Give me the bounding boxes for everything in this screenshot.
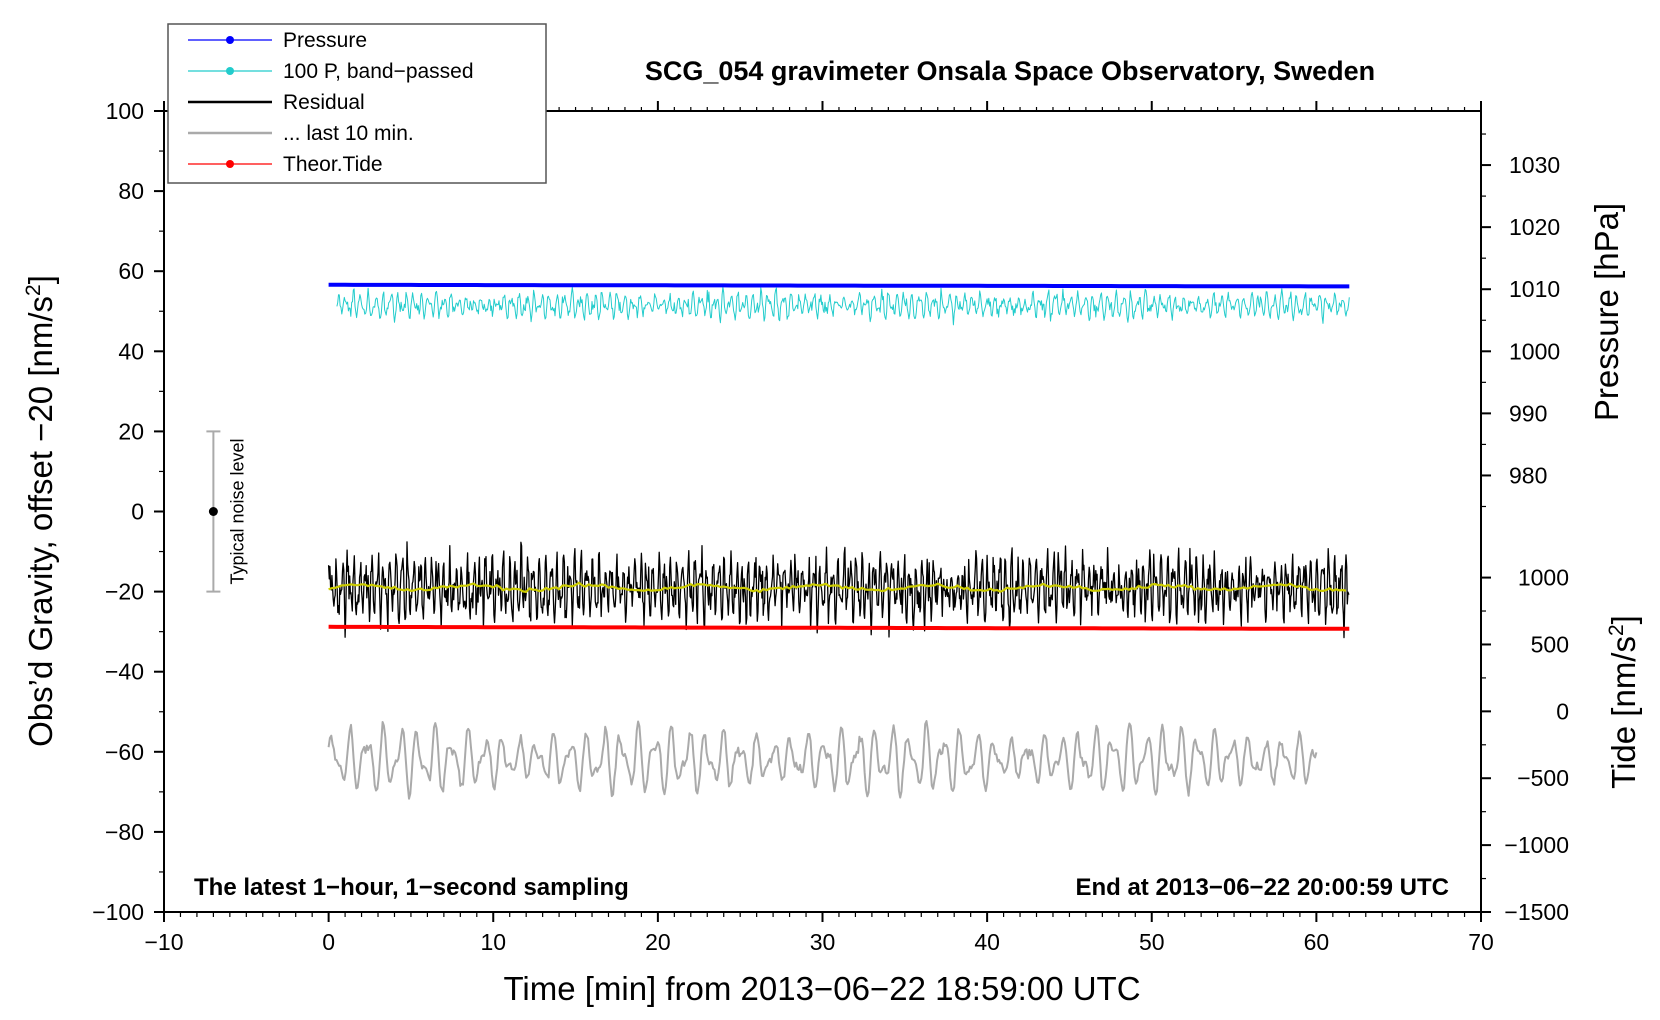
y-axis-label-left-sup: 2 — [22, 284, 45, 296]
pressure-tick-label: 1000 — [1509, 338, 1560, 364]
x-axis-label: Time [min] from 2013−06−22 18:59:00 UTC — [503, 970, 1140, 1007]
x-tick-label: 50 — [1139, 929, 1165, 955]
y-tick-label: −20 — [105, 579, 144, 605]
series-last-10-min — [327, 720, 1318, 800]
y-tick-label: 60 — [118, 258, 144, 284]
annotation-end-time: End at 2013−06−22 20:00:59 UTC — [1075, 874, 1449, 901]
pressure-tick-label: 980 — [1509, 462, 1547, 488]
y-axis-label-tide-close: ] — [1605, 615, 1642, 624]
pressure-tick-label: 1010 — [1509, 276, 1560, 302]
legend-label: 100 P, band−passed — [283, 60, 474, 83]
y-tick-label: 80 — [118, 178, 144, 204]
x-axis-ticks: −10 0 10 20 30 40 50 60 70 — [144, 101, 1494, 955]
x-tick-label: 30 — [810, 929, 836, 955]
y-axis-label-tide-main: Tide [nm/s — [1605, 636, 1642, 789]
tide-axis-ticks: −1500 −1000 −500 0 500 1000 — [1481, 565, 1569, 925]
legend-label: Theor.Tide — [283, 153, 383, 176]
noise-level-dot — [208, 507, 218, 516]
noise-level-label: Typical noise level — [227, 438, 247, 584]
legend-swatch-marker — [226, 67, 234, 75]
pressure-tick-label: 1020 — [1509, 214, 1560, 240]
tide-tick-label: −500 — [1517, 765, 1569, 791]
x-tick-label: 60 — [1304, 929, 1330, 955]
series-pressure — [328, 282, 1350, 289]
x-tick-label: −10 — [144, 929, 183, 955]
plot-frame — [163, 110, 1482, 913]
legend-swatch-marker — [226, 36, 234, 44]
y-axis-ticks: −100 −80 −60 −40 −20 0 20 40 60 80 100 — [92, 98, 164, 925]
y-tick-label: 100 — [106, 98, 144, 124]
x-tick-label: 10 — [480, 929, 506, 955]
legend-entries: Pressure 100 P, band−passed Residual ... la… — [188, 29, 474, 176]
x-tick-label: 20 — [645, 929, 671, 955]
pressure-axis-ticks: 980 990 1000 1010 1020 1030 — [1481, 133, 1560, 508]
series-layer — [327, 282, 1350, 800]
tide-tick-label: 1000 — [1518, 565, 1569, 591]
x-tick-label: 0 — [322, 929, 335, 955]
legend-box — [167, 23, 547, 184]
x-tick-label: 70 — [1468, 929, 1494, 955]
legend: Pressure 100 P, band−passed Residual ... la… — [167, 23, 547, 184]
series-residual-smoothed — [328, 581, 1347, 594]
tide-tick-label: 500 — [1531, 631, 1569, 657]
x-tick-label: 40 — [974, 929, 1000, 955]
y-tick-label: 40 — [118, 338, 144, 364]
series-band-passed-pressure — [336, 286, 1350, 326]
y-axis-label-tide: Tide [nm/s2] — [1605, 615, 1642, 789]
legend-label: Pressure — [283, 29, 367, 52]
pressure-tick-label: 1030 — [1509, 152, 1560, 178]
y-tick-label: −100 — [92, 899, 144, 925]
y-tick-label: −60 — [105, 739, 144, 765]
legend-swatch-marker — [226, 160, 234, 168]
y-axis-label-left: Obs’d Gravity, offset −20 [nm/s2] — [22, 275, 59, 747]
y-tick-label: −40 — [105, 659, 144, 685]
annotation-sampling: The latest 1−hour, 1−second sampling — [194, 874, 629, 901]
tide-tick-label: −1000 — [1504, 832, 1569, 858]
legend-label: Residual — [283, 91, 365, 114]
y-tick-label: 0 — [131, 499, 144, 525]
noise-level-indicator: Typical noise level — [206, 430, 247, 593]
series-theor-tide — [328, 624, 1350, 631]
y-tick-label: −80 — [105, 819, 144, 845]
y-axis-label-tide-sup: 2 — [1605, 624, 1628, 636]
pressure-tick-label: 990 — [1509, 400, 1547, 426]
chart-title: SCG_054 gravimeter Onsala Space Observat… — [645, 56, 1375, 86]
tide-tick-label: −1500 — [1504, 899, 1569, 925]
y-axis-label-pressure: Pressure [hPa] — [1588, 203, 1625, 421]
y-axis-label-left-main: Obs’d Gravity, offset −20 [nm/s — [22, 296, 59, 747]
y-tick-label: 20 — [118, 418, 144, 444]
series-residual — [327, 541, 1350, 639]
legend-label: ... last 10 min. — [283, 122, 414, 145]
y-axis-label-left-close: ] — [22, 275, 59, 284]
tide-tick-label: 0 — [1556, 698, 1569, 724]
